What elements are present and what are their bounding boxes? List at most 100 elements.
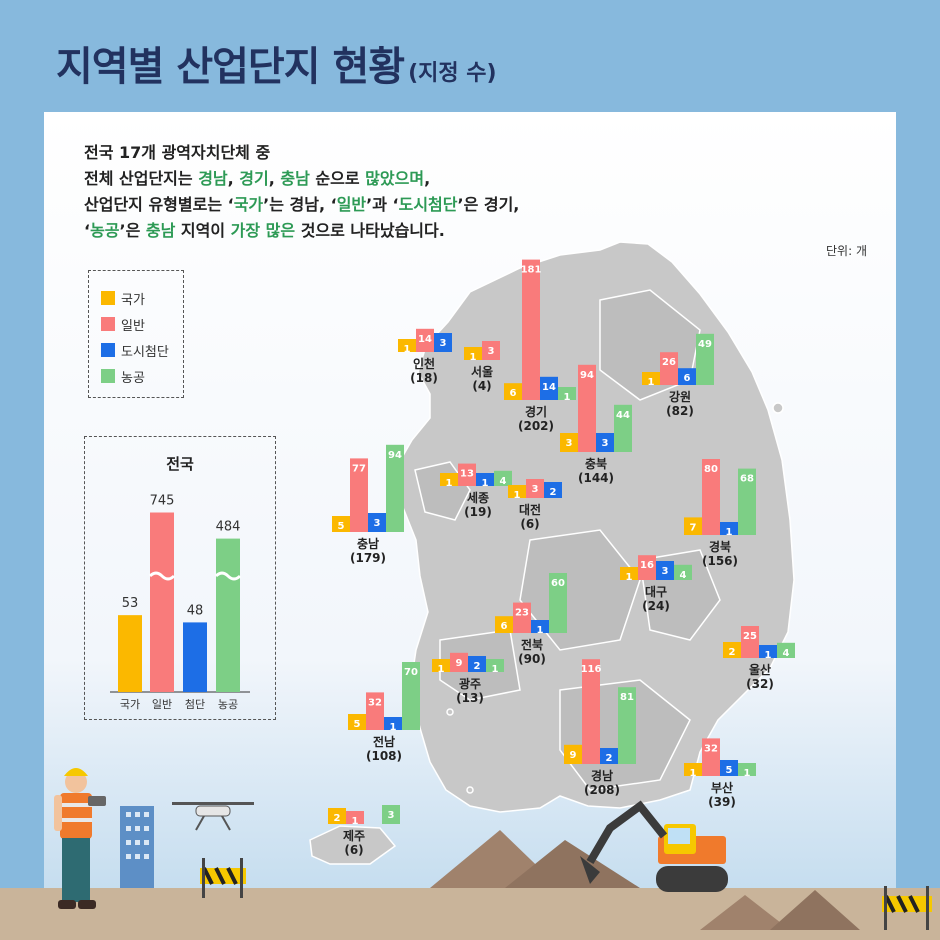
national-chart-title: 전국	[166, 455, 194, 473]
bar-agri	[549, 573, 567, 633]
bar-value-label: 3	[488, 346, 495, 357]
region-name-label: 강원	[669, 390, 691, 404]
region-name-label: 대구	[645, 585, 667, 599]
bar-value-label: 1	[390, 722, 397, 733]
legend-item-general: 일반	[101, 311, 183, 337]
bar-national	[504, 383, 522, 400]
bar-value-label: 2	[606, 753, 613, 764]
bar-value-label: 5	[354, 719, 361, 730]
bar-value-label: 49	[698, 339, 712, 350]
bar-value-label: 32	[704, 743, 718, 754]
bar-value-label: 94	[580, 370, 594, 381]
bar-value-label: 1	[744, 768, 751, 779]
region-name-label: 경북	[709, 540, 731, 554]
summary-line-3: 산업단지 유형별로는 ‘국가’는 경남, ‘일반’과 ‘도시첨단’은 경기,	[84, 195, 520, 214]
bar-value-label: 1	[514, 490, 521, 501]
bar-value-label: 16	[640, 560, 654, 571]
axis-break-mark	[148, 571, 176, 581]
bar-value-label: 3	[440, 338, 447, 349]
bar-value-label: 181	[521, 265, 542, 276]
summary-line-1: 전국 17개 광역자치단체 중	[84, 143, 271, 162]
bar-urban	[720, 522, 738, 535]
bar-general	[513, 602, 531, 633]
region-name-label: 울산	[749, 662, 771, 677]
national-value-label: 53	[122, 596, 139, 611]
bar-general	[482, 341, 500, 360]
bar-value-label: 6	[501, 621, 508, 632]
bar-urban	[540, 376, 558, 400]
region-total-label: (208)	[584, 783, 620, 797]
bar-value-label: 2	[550, 487, 557, 498]
bar-urban	[759, 645, 777, 658]
bar-general	[350, 458, 368, 532]
bar-agri	[494, 470, 512, 486]
legend-swatch	[101, 291, 115, 305]
bar-value-label: 1	[626, 572, 633, 583]
national-category-label: 농공	[218, 698, 238, 711]
region-name-label: 충북	[585, 456, 607, 471]
bar-value-label: 3	[374, 518, 381, 529]
bar-urban	[544, 482, 562, 498]
bar-value-label: 1	[470, 352, 477, 363]
building-illustration	[120, 806, 154, 888]
mountain-4	[770, 890, 860, 930]
bar-national	[723, 642, 741, 658]
legend-swatch	[101, 317, 115, 331]
bar-value-label: 2	[729, 647, 736, 658]
region-name-label: 전북	[521, 637, 543, 652]
bar-agri	[738, 763, 756, 776]
bar-value-label: 94	[388, 450, 402, 461]
bar-value-label: 81	[620, 692, 634, 703]
barrier-right	[882, 886, 932, 930]
region-total-label: (202)	[518, 419, 554, 433]
summary-text: 전국 17개 광역자치단체 중 전체 산업단지는 경남, 경기, 충남 순으로 …	[84, 140, 644, 244]
bar-value-label: 6	[684, 373, 691, 384]
national-value-label: 745	[150, 494, 175, 509]
legend-swatch	[101, 343, 115, 357]
bar-urban	[678, 368, 696, 385]
bar-value-label: 26	[662, 357, 676, 368]
barrier-left	[200, 858, 246, 898]
bar-value-label: 32	[368, 697, 382, 708]
legend-item-national: 국가	[101, 285, 183, 311]
region-name-label: 인천	[413, 356, 435, 371]
bar-general	[582, 659, 600, 764]
bar-national	[495, 616, 513, 633]
bar-general	[578, 364, 596, 452]
region-total-label: (82)	[666, 404, 694, 418]
bar-national	[684, 763, 702, 776]
bar-value-label: 3	[532, 484, 539, 495]
region-name-label: 충남	[357, 536, 379, 551]
bar-value-label: 1	[648, 377, 655, 388]
region-name-label: 경남	[591, 768, 613, 783]
region-total-label: (6)	[520, 517, 539, 531]
bar-value-label: 44	[616, 410, 630, 421]
bar-national	[564, 744, 582, 764]
bar-general	[346, 811, 364, 824]
bar-value-label: 80	[704, 464, 718, 475]
region-name-label: 제주	[343, 829, 365, 843]
region-total-label: (13)	[456, 691, 484, 705]
region-total-label: (4)	[472, 379, 491, 393]
region-total-label: (32)	[746, 677, 774, 691]
bar-general	[741, 626, 759, 658]
bar-agri	[382, 805, 400, 824]
worker-illustration	[54, 768, 106, 909]
bar-value-label: 9	[456, 658, 463, 669]
bar-value-label: 60	[551, 578, 565, 589]
bar-value-label: 7	[690, 522, 697, 533]
bar-general	[638, 555, 656, 580]
region-total-label: (24)	[642, 599, 670, 613]
bar-urban	[384, 717, 402, 730]
bar-national	[620, 567, 638, 580]
summary-line-2: 전체 산업단지는 경남, 경기, 충남 순으로 많았으며,	[84, 169, 431, 188]
bar-agri	[674, 564, 692, 580]
bar-value-label: 14	[542, 382, 556, 393]
legend: 국가 일반 도시첨단 농공	[88, 270, 184, 398]
bar-value-label: 1	[446, 478, 453, 489]
bar-value-label: 14	[418, 334, 432, 345]
region-name-label: 서울	[471, 364, 493, 379]
bar-value-label: 77	[352, 463, 366, 474]
axis-break-mark	[214, 571, 242, 581]
